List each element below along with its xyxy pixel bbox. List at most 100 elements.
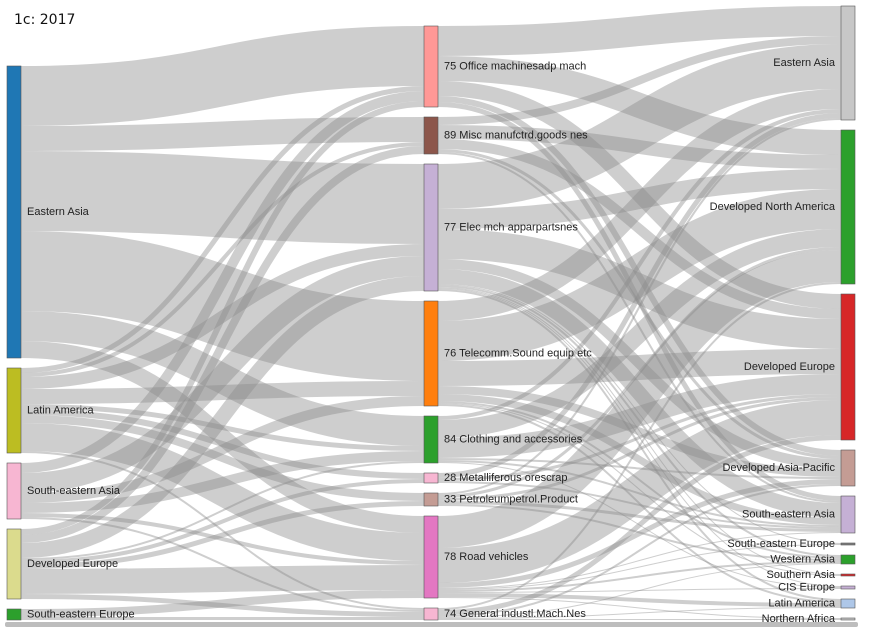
- node-label: Western Asia: [770, 553, 835, 565]
- flow-link: [437, 250, 842, 548]
- node-label: 78 Road vehicles: [444, 551, 529, 563]
- flow-link: [437, 152, 842, 503]
- flow-link: [437, 259, 842, 469]
- flow-link: [437, 403, 842, 576]
- flow-link: [20, 341, 425, 533]
- node: [840, 598, 856, 609]
- node-label: 76 Telecomm.Sound equip etc: [444, 347, 592, 359]
- flow-link: [20, 404, 425, 451]
- flow-link: [437, 36, 842, 125]
- flow-link: [437, 544, 842, 590]
- chart-title: 1c: 2017: [14, 12, 75, 28]
- flow-link: [437, 285, 842, 557]
- flow-link: [437, 404, 842, 603]
- flow-link: [437, 89, 842, 321]
- flow-link: [437, 458, 842, 479]
- node-label: Eastern Asia: [773, 57, 836, 69]
- scrollbar[interactable]: [5, 622, 858, 627]
- flow-link: [437, 532, 842, 589]
- flow-link: [437, 561, 842, 592]
- flow-link: [20, 423, 425, 561]
- node-label: Northern Africa: [762, 613, 836, 625]
- flow-link: [20, 142, 425, 377]
- flow-link: [437, 597, 842, 619]
- flow-link: [437, 462, 842, 588]
- flow-link: [20, 513, 425, 565]
- flow-link: [437, 102, 842, 501]
- node: [423, 472, 439, 484]
- flow-link: [437, 6, 842, 56]
- flow-link: [20, 151, 425, 244]
- flow-link: [437, 400, 842, 583]
- node: [840, 617, 856, 621]
- flow-link: [437, 125, 842, 169]
- node-label: Developed Asia-Pacific: [722, 462, 835, 474]
- node: [6, 462, 22, 520]
- node-label: South-eastern Asia: [742, 508, 836, 520]
- node: [840, 5, 856, 121]
- node: [840, 129, 856, 285]
- flow-link: [20, 396, 425, 503]
- node-label: South-eastern Asia: [27, 485, 121, 497]
- flow-link: [437, 269, 842, 518]
- node-label: 33 Petroleumpetrol.Product: [444, 493, 578, 505]
- flow-link: [437, 139, 842, 319]
- flow-link: [20, 590, 425, 617]
- flow-link: [437, 484, 842, 617]
- node-label: Eastern Asia: [27, 206, 90, 218]
- flow-link: [20, 461, 425, 560]
- node: [840, 554, 856, 565]
- flow-link: [437, 96, 842, 456]
- flow-link: [437, 288, 842, 587]
- node-label: Latin America: [27, 404, 95, 416]
- flow-link: [20, 86, 425, 373]
- node-label: Developed Europe: [744, 361, 835, 373]
- flow-link: [437, 149, 842, 459]
- flow-link: [20, 409, 425, 479]
- node-label: 74 General industl.Mach.Nes: [444, 608, 586, 620]
- flow-link: [20, 244, 425, 389]
- node: [423, 300, 439, 407]
- flow-link: [437, 247, 842, 498]
- flow-link: [437, 287, 842, 575]
- flow-link: [20, 381, 425, 404]
- flow-link: [437, 397, 842, 501]
- node-label: CIS Europe: [778, 581, 835, 593]
- flow-link: [437, 169, 842, 229]
- node: [6, 608, 22, 621]
- node-label: 89 Misc manufctrd.goods nes: [444, 129, 588, 141]
- node-label: Developed North America: [710, 201, 836, 213]
- node: [6, 367, 22, 454]
- flow-link: [437, 118, 842, 495]
- links: [20, 6, 842, 621]
- node-label: 77 Elec mch apparpartsnes: [444, 221, 578, 233]
- flow-link: [20, 231, 425, 381]
- flow-link: [20, 101, 425, 535]
- flow-link: [437, 282, 842, 610]
- node-label: 75 Office machinesadp mach: [444, 60, 586, 72]
- flow-link: [20, 451, 425, 610]
- flow-link: [437, 189, 842, 361]
- flow-link: [437, 56, 842, 155]
- flow-link: [20, 594, 425, 617]
- flow-link: [437, 229, 842, 349]
- flow-link: [20, 501, 425, 569]
- flow-link: [437, 504, 842, 561]
- flow-link: [20, 565, 425, 594]
- flow-link: [20, 91, 425, 473]
- node-label: Southern Asia: [767, 569, 836, 581]
- node: [840, 573, 856, 577]
- node: [840, 495, 856, 534]
- node: [6, 528, 22, 600]
- flow-link: [20, 415, 425, 501]
- flow-link: [437, 588, 842, 593]
- node: [840, 449, 856, 487]
- flow-link: [437, 460, 842, 527]
- node-label: South-eastern Europe: [27, 608, 135, 620]
- node: [423, 492, 439, 507]
- flow-link: [20, 276, 425, 558]
- node: [423, 607, 439, 621]
